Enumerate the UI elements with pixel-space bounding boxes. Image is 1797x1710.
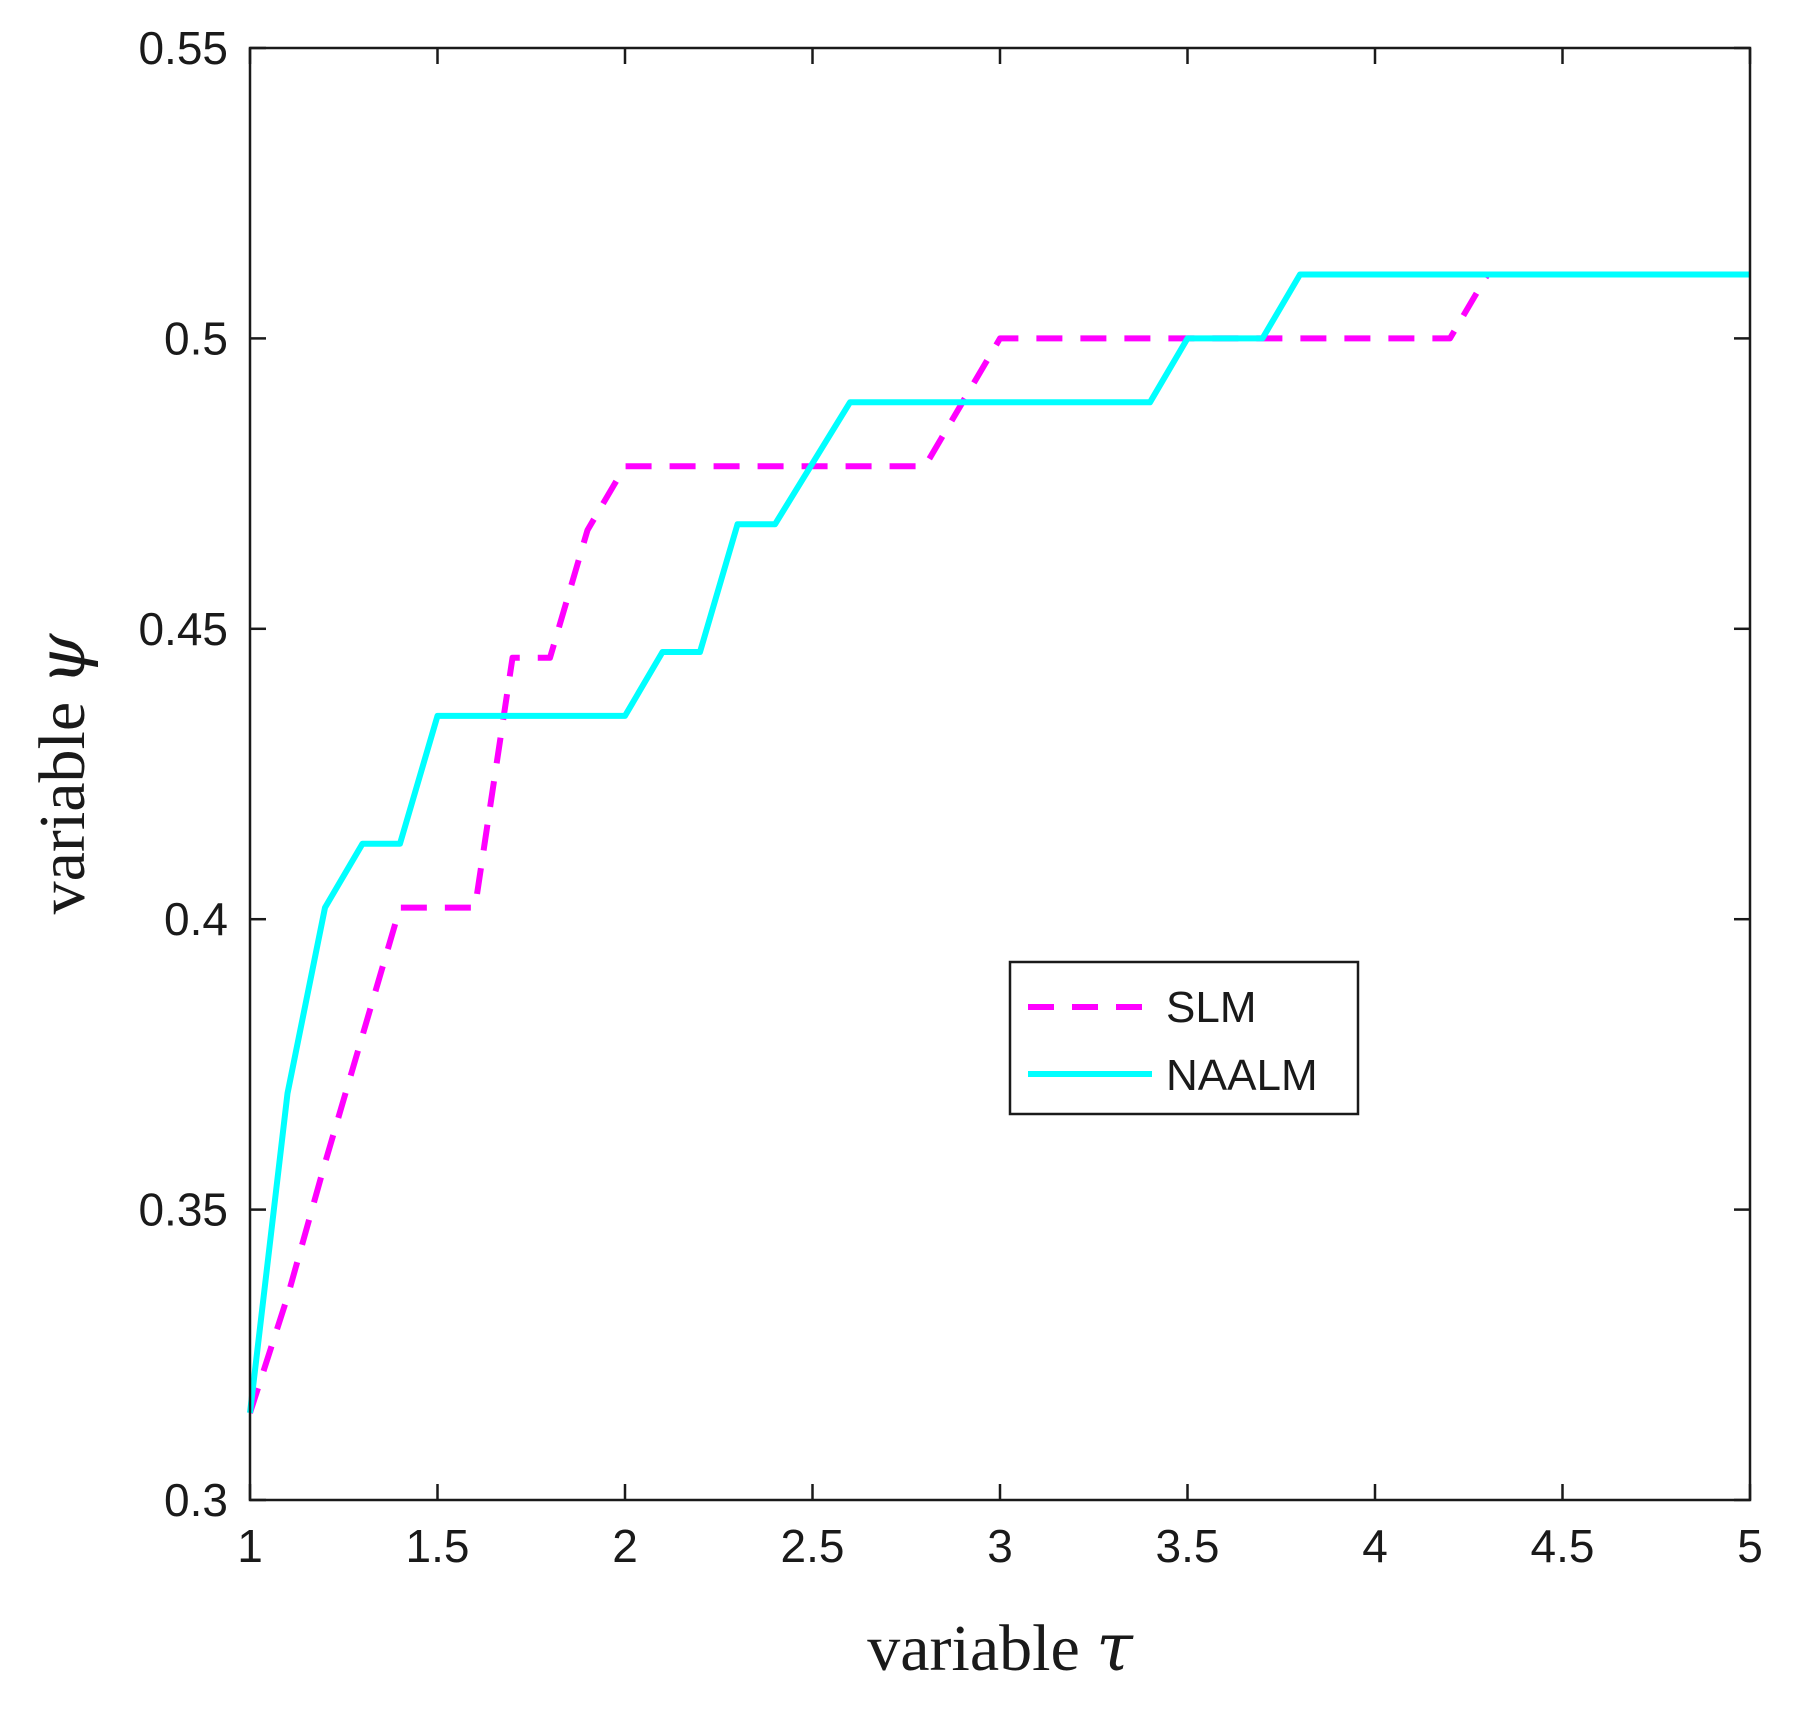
x-tick-label: 3.5 xyxy=(1156,1520,1220,1572)
legend-label-naalm: NAALM xyxy=(1166,1051,1318,1100)
x-tick-label: 1.5 xyxy=(406,1520,470,1572)
x-tick-label: 5 xyxy=(1737,1520,1763,1572)
y-axis-title-symbol: ψ xyxy=(23,632,100,685)
x-tick-label: 4 xyxy=(1362,1520,1388,1572)
y-tick-label: 0.45 xyxy=(138,603,228,655)
y-axis-title: variable ψ xyxy=(23,632,100,914)
legend-box xyxy=(1008,960,1360,1116)
x-tick-label: 2 xyxy=(612,1520,638,1572)
y-tick-label: 0.5 xyxy=(164,312,228,364)
x-tick-label: 4.5 xyxy=(1531,1520,1595,1572)
ticks-layer: 1 1.5 2 2.5 3 3.5 4 4.5 5 0.3 0.35 0.4 0.45 0.5 0.55 xyxy=(138,22,1762,1572)
y-tick-label: 0.4 xyxy=(164,893,228,945)
x-tick-label: 3 xyxy=(987,1520,1013,1572)
x-axis-title-prefix: variable xyxy=(867,1612,1096,1685)
y-tick-label: 0.35 xyxy=(138,1184,228,1236)
x-tick-label: 1 xyxy=(237,1520,263,1572)
series-line-naalm xyxy=(247,271,1750,1414)
x-axis-title: variable τ xyxy=(867,1609,1134,1686)
y-tick-label: 0.3 xyxy=(164,1474,228,1526)
y-axis-title-prefix: variable xyxy=(26,685,99,914)
legend: SLM NAALM xyxy=(1008,960,1360,1116)
legend-label-slm: SLM xyxy=(1166,983,1256,1032)
y-tick-label: 0.55 xyxy=(138,22,228,74)
series-layer xyxy=(247,271,1750,1414)
x-axis-title-symbol: τ xyxy=(1096,1609,1134,1686)
x-tick-label: 2.5 xyxy=(781,1520,845,1572)
